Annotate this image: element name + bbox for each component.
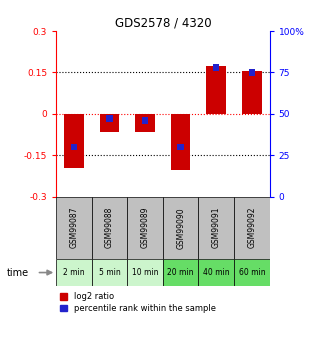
Bar [163, 197, 198, 259]
Legend: log2 ratio, percentile rank within the sample: log2 ratio, percentile rank within the s… [60, 292, 216, 313]
Text: GSM99089: GSM99089 [141, 207, 150, 248]
Bar [127, 259, 163, 286]
Bar [92, 259, 127, 286]
Text: 20 min: 20 min [168, 268, 194, 277]
Bar [127, 197, 163, 259]
Bar [64, 114, 84, 168]
Bar [71, 144, 77, 150]
Text: GSM99091: GSM99091 [212, 207, 221, 248]
Bar [198, 259, 234, 286]
Text: 2 min: 2 min [63, 268, 85, 277]
Text: 10 min: 10 min [132, 268, 158, 277]
Bar [234, 259, 270, 286]
Text: GSM99087: GSM99087 [69, 207, 78, 248]
Bar [213, 64, 220, 71]
Bar [106, 115, 113, 122]
Text: 5 min: 5 min [99, 268, 120, 277]
Bar [92, 197, 127, 259]
Bar [242, 71, 262, 114]
Bar [206, 66, 226, 114]
Bar [198, 197, 234, 259]
Bar [56, 259, 92, 286]
Text: 60 min: 60 min [239, 268, 265, 277]
Text: GSM99092: GSM99092 [247, 207, 256, 248]
Bar [100, 114, 119, 132]
Text: GSM99088: GSM99088 [105, 207, 114, 248]
Bar [135, 114, 155, 132]
Bar [249, 69, 255, 76]
Text: GSM99090: GSM99090 [176, 207, 185, 248]
Text: time: time [6, 268, 29, 277]
Bar [163, 259, 198, 286]
Bar [171, 114, 190, 170]
Bar [142, 117, 148, 124]
Text: 40 min: 40 min [203, 268, 230, 277]
Title: GDS2578 / 4320: GDS2578 / 4320 [115, 17, 211, 30]
Bar [178, 144, 184, 150]
Bar [234, 197, 270, 259]
Bar [56, 197, 92, 259]
